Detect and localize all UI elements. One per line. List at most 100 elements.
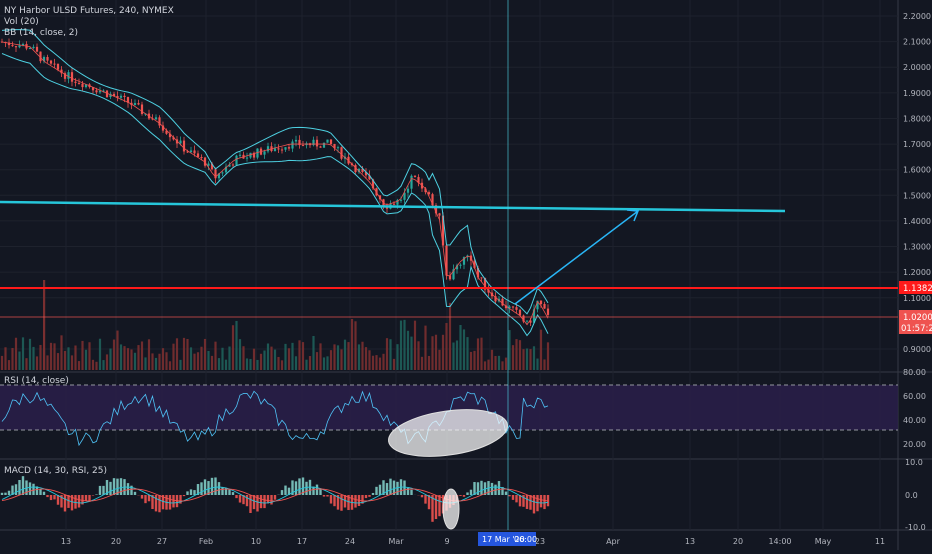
volume-bar — [263, 350, 265, 370]
volume-bar — [316, 352, 318, 370]
candle-body — [330, 140, 332, 144]
macd-tick-label: 0.0 — [905, 491, 918, 500]
volume-bar — [270, 347, 272, 370]
candle-body — [78, 83, 80, 84]
macd-histogram-bar — [239, 495, 241, 503]
volume-bar — [200, 347, 202, 370]
macd-histogram-bar — [396, 482, 398, 495]
macd-histogram-bar — [421, 495, 423, 497]
candle-body — [190, 150, 192, 152]
volume-bar — [424, 326, 426, 370]
volume-bar — [445, 323, 447, 370]
candle-body — [18, 45, 20, 47]
candle-body — [67, 72, 69, 79]
time-tick-label: 24 — [345, 537, 355, 546]
candle-body — [246, 158, 248, 159]
volume-bar — [64, 351, 66, 370]
volume-bar — [249, 359, 251, 370]
volume-bar — [543, 359, 545, 370]
volume-bar — [162, 348, 164, 370]
candle-body — [95, 90, 97, 92]
volume-bar — [435, 335, 437, 370]
volume-bar — [246, 358, 248, 370]
price-tick-label: 1.7000 — [903, 140, 931, 149]
volume-bar — [333, 344, 335, 370]
macd-histogram-bar — [190, 489, 192, 495]
macd-histogram-bar — [64, 495, 66, 511]
volume-bar — [375, 355, 377, 370]
macd-histogram-bar — [424, 495, 426, 504]
candle-body — [137, 103, 139, 104]
candle-body — [319, 146, 321, 147]
candle-body — [400, 200, 402, 201]
volume-bar — [347, 342, 349, 370]
price-tick-label: 0.9000 — [903, 345, 931, 354]
macd-tick-label: 10.0 — [905, 458, 923, 467]
volume-bar — [221, 348, 223, 370]
macd-histogram-bar — [204, 479, 206, 495]
macd-histogram-bar — [403, 481, 405, 495]
volume-bar — [85, 350, 87, 370]
volume-bar — [421, 357, 423, 370]
price-tick-label: 1.6000 — [903, 166, 931, 175]
volume-bar — [242, 346, 244, 370]
projection-arrow[interactable] — [515, 211, 638, 304]
price-tick-label: 2.1000 — [903, 38, 931, 47]
volume-bar — [459, 325, 461, 370]
macd-histogram-bar — [543, 495, 545, 509]
time-tick-label: 13 — [685, 537, 695, 546]
volume-bar — [253, 349, 255, 370]
macd-histogram-bar — [102, 486, 104, 495]
volume-bar — [123, 346, 125, 370]
price-tick-label: 1.9000 — [903, 89, 931, 98]
volume-bar — [295, 356, 297, 370]
macd-histogram-bar — [1, 493, 3, 495]
volume-bar — [148, 339, 150, 370]
candle-body — [71, 72, 73, 82]
macd-histogram-bar — [246, 495, 248, 506]
macd-histogram-bar — [512, 495, 514, 500]
macd-histogram-bar — [232, 492, 234, 495]
volume-bar — [50, 343, 52, 370]
volume-bar — [29, 339, 31, 370]
macd-histogram-bar — [85, 495, 87, 501]
volume-bar — [288, 348, 290, 370]
macd-histogram-bar — [186, 491, 188, 495]
volume-bar — [267, 344, 269, 370]
macd-histogram-bar — [169, 495, 171, 510]
macd-histogram-bar — [214, 477, 216, 495]
volume-bar — [218, 358, 220, 370]
volume-bar — [540, 330, 542, 370]
candle-body — [281, 149, 283, 150]
macd-histogram-bar — [235, 495, 237, 498]
volume-bar — [302, 342, 304, 370]
volume-bar — [393, 359, 395, 370]
macd-histogram-bar — [4, 493, 6, 495]
macd-histogram-bar — [526, 495, 528, 509]
volume-bar — [151, 353, 153, 370]
candle-body — [183, 141, 185, 152]
volume-bar — [309, 356, 311, 370]
macd-histogram-bar — [529, 495, 531, 510]
volume-bar — [260, 354, 262, 370]
macd-highlight-ellipse[interactable] — [443, 489, 459, 529]
candle-body — [340, 147, 342, 159]
macd-histogram-bar — [32, 484, 34, 495]
volume-bar — [165, 352, 167, 370]
volume-bar — [291, 343, 293, 370]
macd-histogram-bar — [515, 495, 517, 502]
candle-body — [501, 299, 503, 306]
volume-bar — [144, 357, 146, 370]
volume-bar — [36, 356, 38, 370]
macd-histogram-bar — [158, 495, 160, 512]
countdown-timer: 01:57:25 — [901, 324, 932, 334]
candle-body — [53, 64, 55, 65]
volume-bar — [274, 350, 276, 370]
volume-bar — [193, 354, 195, 370]
volume-bar — [358, 344, 360, 370]
volume-bar — [67, 347, 69, 370]
volume-bar — [106, 354, 108, 370]
time-tick-label: 10 — [251, 537, 261, 546]
